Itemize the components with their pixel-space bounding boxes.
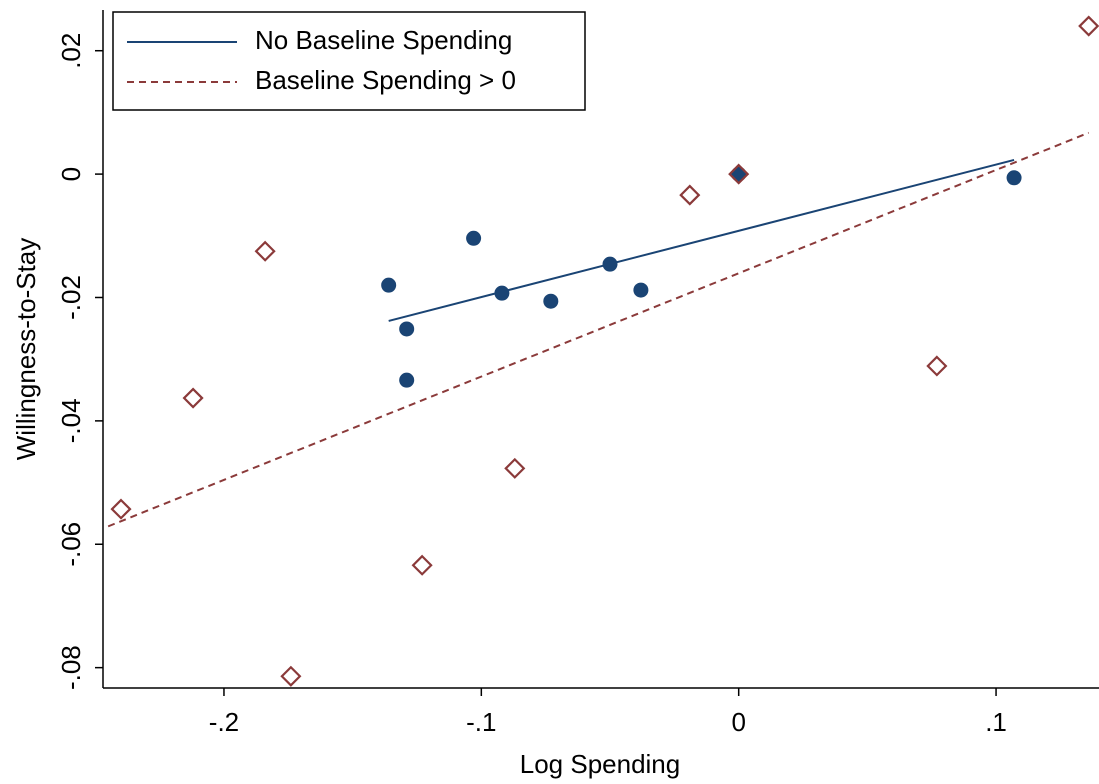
- point: [1078, 15, 1099, 37]
- y-tick-label: 0: [56, 167, 86, 181]
- point: [411, 554, 433, 576]
- point: [381, 277, 397, 293]
- point: [504, 457, 526, 479]
- fit-line: [388, 158, 1015, 322]
- x-tick-label: -.2: [209, 707, 239, 737]
- fit-line: [107, 131, 1090, 528]
- y-tick-label: -.02: [56, 275, 86, 320]
- legend-box: [112, 11, 586, 111]
- point: [728, 163, 750, 185]
- y-tick-label: -.04: [56, 398, 86, 443]
- point: [399, 321, 415, 337]
- y-axis-label: Willingness-to-Stay: [11, 238, 41, 461]
- y-tick-label: .02: [56, 33, 86, 69]
- legend-label: Baseline Spending > 0: [255, 65, 516, 95]
- y-tick-label: -.06: [56, 522, 86, 567]
- point: [466, 230, 482, 246]
- point: [182, 387, 204, 409]
- point: [280, 665, 302, 687]
- legend-label: No Baseline Spending: [255, 25, 512, 55]
- point: [543, 293, 559, 309]
- point: [110, 498, 132, 520]
- point: [633, 282, 649, 298]
- point: [254, 240, 276, 262]
- point: [926, 355, 948, 377]
- point: [1006, 170, 1022, 186]
- x-tick-label: 0: [731, 707, 745, 737]
- x-tick-label: -.1: [466, 707, 496, 737]
- y-tick-label: -.08: [56, 645, 86, 690]
- point: [602, 256, 618, 272]
- point: [494, 285, 510, 301]
- point: [679, 184, 701, 206]
- point: [399, 372, 415, 388]
- x-axis-label: Log Spending: [520, 749, 680, 779]
- x-tick-label: .1: [985, 707, 1007, 737]
